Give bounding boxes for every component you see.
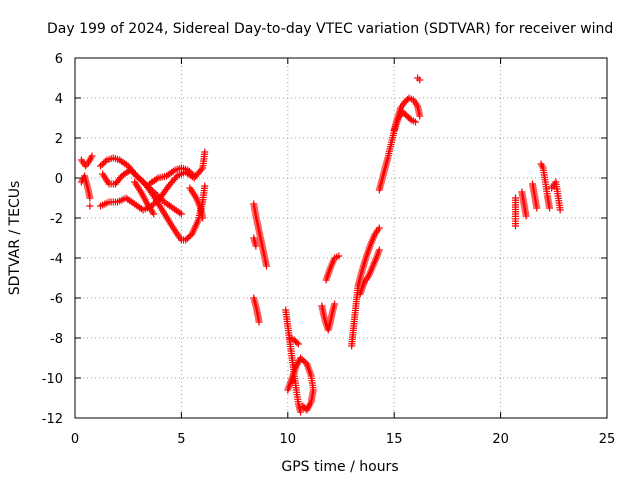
data-point [255,318,263,326]
data-point [152,175,160,183]
y-tick-label: -8 [50,332,63,347]
data-point [300,357,308,365]
data-point [176,209,184,217]
x-tick-label: 25 [599,432,616,447]
data-point [133,172,141,180]
y-tick-label: -10 [42,372,63,387]
data-point [169,167,177,175]
data-point [98,161,106,168]
data-point [172,174,180,182]
data-point [375,224,383,232]
data-point [335,252,343,260]
grid-lines [75,58,607,418]
data-point [411,118,419,126]
chart-title: Day 199 of 2024, Sidereal Day-to-day VTE… [47,21,613,37]
x-tick-label: 15 [386,432,403,447]
data-point [130,169,138,177]
axis-ticks [74,57,608,419]
data-point [185,168,193,175]
data-point [177,210,185,218]
data-point [135,174,143,182]
x-tick-labels: 0 5 10 15 20 25 [71,432,615,447]
data-point [126,166,134,174]
y-tick-label: -12 [42,412,63,427]
data-point [300,403,308,411]
data-point [199,214,207,222]
data-point [97,162,105,170]
data-point [299,402,307,410]
y-tick-labels: -12 -10 -8 -6 -4 -2 0 2 4 6 [42,52,63,427]
data-points [77,74,564,416]
data-point [511,222,519,230]
data-point [294,340,302,348]
data-point [152,190,160,198]
data-point [100,159,108,167]
y-axis-label: SDTVAR / TECUs [7,181,23,296]
data-point [187,169,195,177]
data-point [298,356,306,363]
data-point [153,197,161,205]
data-point [137,176,145,184]
data-point [131,171,139,179]
data-point [331,300,339,308]
data-point [140,179,148,187]
y-tick-label: 2 [55,132,63,147]
y-tick-label: 4 [55,92,63,107]
data-point [182,236,190,244]
x-tick-label: 0 [71,432,79,447]
data-point [252,242,260,250]
data-point [86,194,94,202]
data-point [375,246,383,254]
data-point [183,235,191,242]
data-point [522,212,530,220]
data-point [189,171,197,178]
data-point [556,206,564,214]
y-tick-label: 0 [55,172,63,187]
data-point [148,187,156,195]
data-point [86,202,94,210]
data-point [128,168,136,176]
data-point [406,115,414,123]
x-tick-label: 10 [280,432,297,447]
data-point [150,188,158,196]
y-tick-label: -4 [50,252,63,267]
data-point [101,158,109,165]
data-point [150,210,158,218]
x-tick-label: 5 [177,432,185,447]
y-tick-label: -6 [50,292,63,307]
data-point [201,182,209,190]
y-tick-label: 6 [55,52,63,67]
plot-frame [74,57,608,419]
data-point [184,166,192,174]
data-point [201,148,209,156]
data-point [197,166,205,174]
data-point [147,185,155,193]
x-tick-label: 20 [492,432,509,447]
data-point [416,112,424,120]
data-point [88,152,96,160]
y-tick-label: -2 [50,212,63,227]
data-point [416,76,424,84]
data-point [263,262,271,270]
data-point [149,200,157,208]
data-point [533,204,541,212]
data-point [151,199,159,207]
data-point [138,177,146,185]
x-axis-label: GPS time / hours [281,459,398,475]
data-point [293,339,301,347]
data-point [190,172,198,180]
data-point [546,204,554,212]
data-point [297,354,305,362]
data-point [297,408,305,416]
data-point [185,233,193,241]
